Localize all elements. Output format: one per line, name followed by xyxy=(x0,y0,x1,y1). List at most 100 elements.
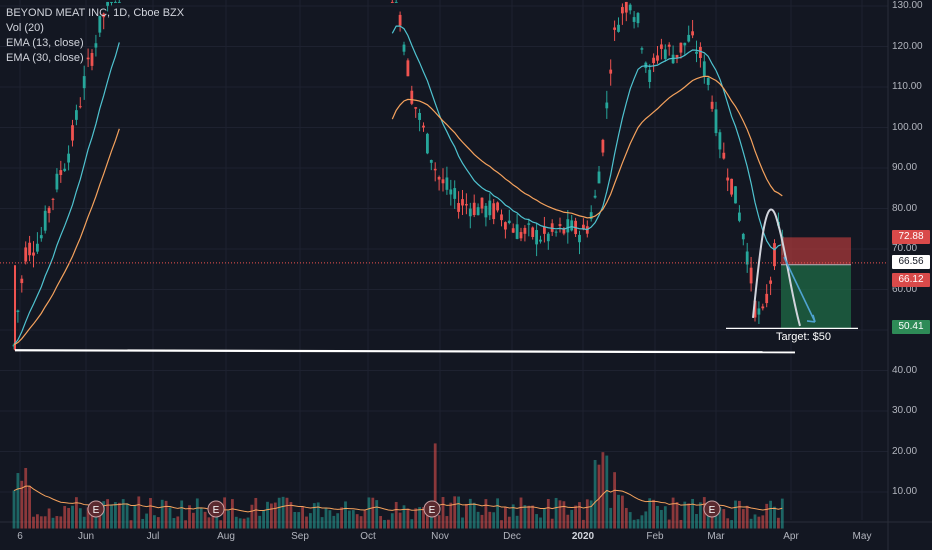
volume-bar xyxy=(312,503,316,529)
volume-bar xyxy=(164,500,168,529)
volume-bar xyxy=(36,514,39,529)
candle-body xyxy=(578,234,581,243)
volume-bar xyxy=(332,515,336,529)
volume-bar xyxy=(445,516,449,529)
volume-bar xyxy=(480,514,484,529)
volume-bar xyxy=(597,464,601,529)
volume-bar xyxy=(449,502,453,529)
volume-bar xyxy=(660,509,663,529)
candle-body xyxy=(496,202,499,211)
candle-body xyxy=(632,17,636,22)
volume-bar xyxy=(511,504,515,529)
candle-body xyxy=(410,90,414,104)
volume-bar xyxy=(531,505,535,529)
volume-bar xyxy=(121,499,125,529)
candle-body xyxy=(667,44,671,47)
volume-bar xyxy=(106,499,109,529)
time-axis-label: 2020 xyxy=(571,531,595,542)
volume-bar xyxy=(254,497,258,529)
price-axis-label: 110.00 xyxy=(892,81,922,92)
volume-bar xyxy=(457,496,460,529)
candle-body xyxy=(86,57,90,60)
volume-bar xyxy=(554,497,558,529)
volume-bar xyxy=(714,506,718,529)
volume-bar xyxy=(504,507,507,529)
candle-body xyxy=(628,4,632,11)
volume-bar xyxy=(153,515,156,529)
candle-body xyxy=(110,1,113,3)
volume-bar xyxy=(433,443,437,529)
volume-bar xyxy=(348,510,351,529)
candle-body xyxy=(472,202,476,216)
candle-body xyxy=(488,200,492,216)
candle-body xyxy=(624,1,628,13)
volume-bar xyxy=(207,517,211,529)
volume-bar xyxy=(16,473,20,529)
candle-body xyxy=(609,69,613,74)
candle-body xyxy=(741,233,745,240)
volume-bar xyxy=(117,502,121,529)
candle-body xyxy=(32,252,35,256)
candle-body xyxy=(679,42,683,53)
volume-bar xyxy=(624,507,628,529)
volume-bar xyxy=(375,500,379,529)
volume-bar xyxy=(359,516,363,529)
legend-ema30[interactable]: EMA (30, close) xyxy=(6,52,84,64)
volume-bar xyxy=(753,514,757,529)
volume-bar xyxy=(355,514,359,529)
time-axis-label: Oct xyxy=(360,531,376,542)
candle-body xyxy=(613,27,616,30)
target-label[interactable]: Target: $50 xyxy=(776,331,832,343)
candle-body xyxy=(761,306,765,309)
candle-body xyxy=(640,48,644,50)
volume-bar xyxy=(574,505,577,529)
candle-body xyxy=(457,203,460,212)
candle-body xyxy=(617,24,620,32)
volume-bar xyxy=(234,516,238,529)
earnings-marker-icon xyxy=(207,500,225,518)
candle-body xyxy=(492,203,496,220)
volume-bar xyxy=(675,502,679,529)
price-axis-label: 20.00 xyxy=(892,445,918,457)
volume-bar xyxy=(601,452,605,529)
time-axis-label: 6 xyxy=(17,531,23,542)
price-axis-label: 130.00 xyxy=(892,0,923,11)
candle-body xyxy=(433,168,437,171)
volume-bar xyxy=(738,500,741,529)
volume-bar xyxy=(371,497,375,529)
volume-bar xyxy=(765,503,769,529)
candle-body xyxy=(28,242,31,256)
volume-bar xyxy=(741,509,745,529)
candle-body xyxy=(652,57,655,64)
candle-body xyxy=(422,125,425,128)
volume-bar xyxy=(558,500,562,529)
volume-bar xyxy=(465,503,468,529)
legend-volume[interactable]: Vol (20) xyxy=(6,22,44,34)
volume-bar xyxy=(761,515,765,529)
volume-bar xyxy=(262,510,265,529)
candle-body xyxy=(706,77,710,85)
candle-body xyxy=(734,186,737,204)
volume-bar xyxy=(632,519,636,529)
volume-bar xyxy=(289,502,293,529)
volume-bar xyxy=(67,507,70,529)
volume-bar xyxy=(227,510,230,529)
volume-bar xyxy=(145,513,148,529)
candle-body xyxy=(769,280,772,284)
volume-bar xyxy=(656,505,659,529)
candle-body xyxy=(453,188,457,199)
volume-bar xyxy=(718,507,722,529)
price-axis-label: 100.00 xyxy=(892,121,923,133)
volume-bar xyxy=(238,518,242,529)
candle-body xyxy=(757,308,761,315)
volume-bar xyxy=(535,514,538,529)
candle-body xyxy=(480,197,484,209)
volume-bar xyxy=(301,506,304,529)
volume-bar xyxy=(613,472,616,529)
volume-bar xyxy=(734,500,737,529)
candle-body xyxy=(691,31,694,36)
candle-body xyxy=(71,125,74,141)
volume-bar xyxy=(59,516,63,529)
legend-ema13[interactable]: EMA (13, close) xyxy=(6,37,84,49)
